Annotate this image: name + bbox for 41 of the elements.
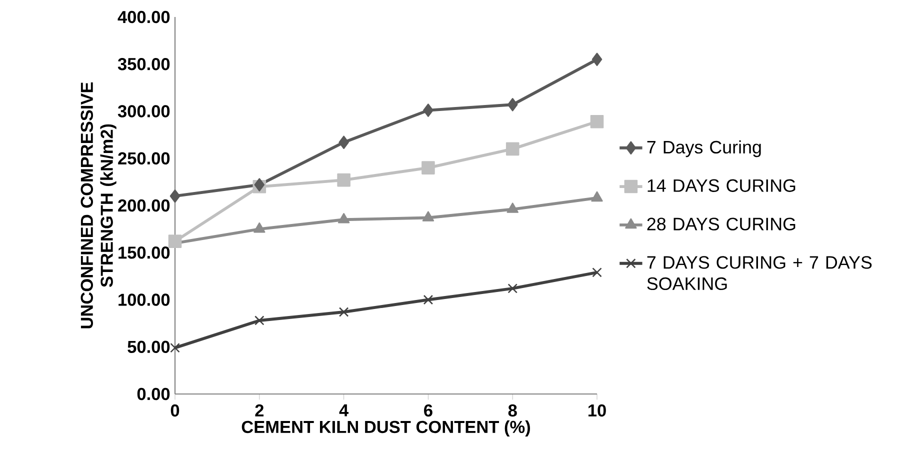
point (423, 294, 434, 305)
point (592, 268, 602, 278)
point (170, 189, 180, 203)
x-tick-label: 0 (170, 404, 180, 417)
legend-label: 7 Days Curing (647, 140, 761, 158)
x-tick-label: 2 (255, 404, 264, 416)
x-tick-label: 8 (508, 404, 517, 417)
point (254, 316, 264, 326)
point (423, 104, 434, 117)
point (254, 222, 266, 233)
legend-label: 7 DAYS CURING + 7 DAYS SOAKING (647, 256, 872, 290)
point (591, 191, 603, 202)
point (338, 136, 349, 149)
point (170, 342, 180, 353)
x-tick-label: 10 (588, 404, 606, 417)
point (590, 114, 604, 128)
legend-label: 14 DAYS CURING (648, 179, 796, 192)
y-tick-label: 100.00 (118, 294, 170, 306)
point (338, 212, 350, 224)
point (507, 98, 518, 112)
point (506, 142, 520, 156)
y-tick-label: 250.00 (118, 152, 170, 164)
y-tick-label: 400.00 (118, 10, 170, 24)
y-tick-label: 350.00 (118, 58, 170, 70)
y-tick-label: 200.00 (118, 199, 170, 212)
point (422, 161, 435, 174)
y-tick-label: 50.00 (128, 340, 170, 353)
legend-label: 28 DAYS CURING (647, 218, 796, 230)
y-tick-label: 150.00 (118, 246, 170, 259)
point (337, 173, 350, 187)
y-tick-label: 300.00 (118, 105, 170, 118)
point (592, 52, 602, 66)
y-tick-label: 0.00 (137, 388, 170, 400)
x-tick-label: 4 (339, 404, 349, 416)
point (338, 307, 349, 317)
y-axis-title: UNCONFINED COMPRESSIVE STRENGTH (kN/m2) (80, 82, 116, 328)
point (422, 211, 434, 222)
point (508, 284, 518, 294)
x-tick-label: 6 (424, 404, 432, 417)
point (506, 202, 518, 213)
x-axis-title: CEMENT KILN DUST CONTENT (%) (242, 420, 530, 436)
